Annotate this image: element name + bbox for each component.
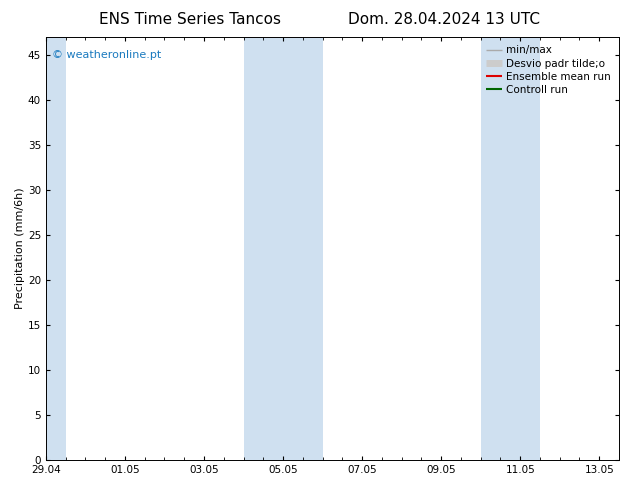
Bar (46, 37, 66, 460)
Text: © weatheronline.pt: © weatheronline.pt (51, 50, 161, 60)
Legend: min/max, Desvio padr tilde;o, Ensemble mean run, Controll run: min/max, Desvio padr tilde;o, Ensemble m… (483, 42, 614, 98)
Y-axis label: Precipitation (mm/6h): Precipitation (mm/6h) (15, 188, 25, 309)
Text: Dom. 28.04.2024 13 UTC: Dom. 28.04.2024 13 UTC (348, 12, 540, 27)
Bar (481, 37, 540, 460)
Text: ENS Time Series Tancos: ENS Time Series Tancos (99, 12, 281, 27)
Bar (243, 37, 323, 460)
